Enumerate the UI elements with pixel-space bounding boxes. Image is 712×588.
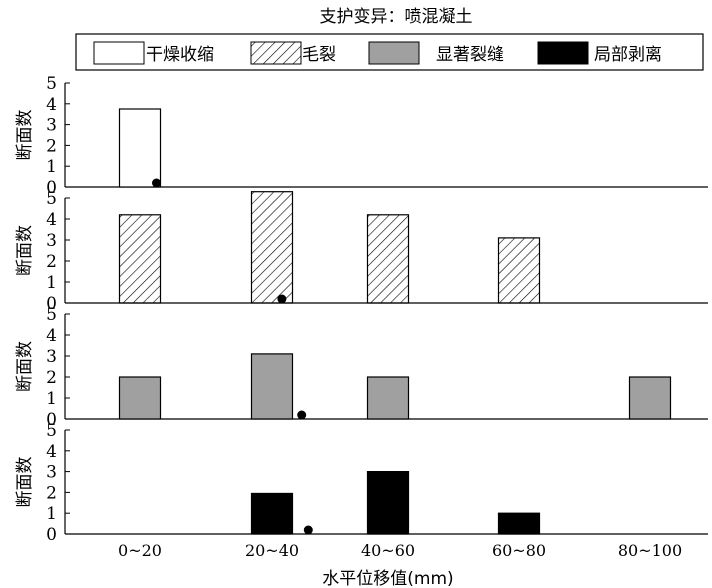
y-tick-label: 5 xyxy=(46,421,57,441)
marker-dot xyxy=(303,525,313,535)
marker-dot xyxy=(297,410,307,420)
x-axis-label: 水平位移值(mm) xyxy=(322,569,453,588)
y-axis-label: 断面数 xyxy=(15,225,35,276)
y-tick-label: 1 xyxy=(46,504,57,524)
bar-3-3 xyxy=(497,512,541,535)
legend-swatch-3 xyxy=(537,41,589,65)
bar-3-1 xyxy=(250,492,294,535)
y-tick-label: 4 xyxy=(46,442,57,462)
legend: 干燥收缩 毛裂 显著裂缝 局部剥离 xyxy=(75,33,704,71)
y-tick-label: 4 xyxy=(46,326,57,346)
bar-1-2 xyxy=(366,214,410,304)
y-axis-label: 断面数 xyxy=(15,341,35,392)
x-tick-label: 0~20 xyxy=(118,541,162,560)
legend-swatch-2 xyxy=(368,41,420,65)
y-tick-label: 2 xyxy=(46,252,57,272)
bar-0-0 xyxy=(118,108,162,188)
legend-label-1: 毛裂 xyxy=(302,45,336,65)
bar-2-1 xyxy=(250,353,294,420)
y-axis-label: 断面数 xyxy=(15,457,35,508)
y-tick-label: 1 xyxy=(46,389,57,409)
bar-3-2 xyxy=(366,471,410,535)
y-tick-label: 5 xyxy=(46,305,57,325)
bar-2-0 xyxy=(118,376,162,420)
x-tick-label: 60~80 xyxy=(492,541,546,560)
y-tick-label: 3 xyxy=(46,463,57,483)
bar-2-2 xyxy=(366,376,410,420)
y-tick-label: 4 xyxy=(46,210,57,230)
y-tick-label: 1 xyxy=(46,273,57,293)
y-tick-label: 0 xyxy=(46,294,57,314)
y-tick-label: 0 xyxy=(46,525,57,545)
y-tick-label: 5 xyxy=(46,189,57,209)
bar-1-0 xyxy=(118,214,162,304)
y-tick-label: 1 xyxy=(46,157,57,177)
y-tick-label: 4 xyxy=(46,95,57,115)
y-tick-label: 2 xyxy=(46,483,57,503)
y-axis-label: 断面数 xyxy=(15,110,35,161)
legend-swatch-1 xyxy=(250,41,302,65)
legend-frame xyxy=(75,33,704,71)
y-tick-label: 3 xyxy=(46,231,57,251)
legend-label-0: 干燥收缩 xyxy=(146,45,214,65)
x-tick-label: 20~40 xyxy=(245,541,299,560)
y-tick-label: 0 xyxy=(46,410,57,430)
y-tick-label: 3 xyxy=(46,347,57,367)
x-tick-label: 80~100 xyxy=(618,541,682,560)
marker-dot xyxy=(152,178,161,188)
chart-title: 支护变异：喷混凝土 xyxy=(320,7,473,27)
y-tick-label: 0 xyxy=(46,178,57,198)
marker-dot xyxy=(277,294,287,304)
legend-label-3: 局部剥离 xyxy=(594,45,662,65)
legend-label-2: 显著裂缝 xyxy=(436,45,504,65)
bar-1-1 xyxy=(250,191,294,304)
y-tick-label: 5 xyxy=(46,74,57,94)
y-tick-label: 2 xyxy=(46,368,57,388)
legend-swatch-0 xyxy=(93,41,145,65)
y-tick-label: 2 xyxy=(46,136,57,156)
y-tick-label: 3 xyxy=(46,116,57,136)
x-tick-label: 40~60 xyxy=(361,541,415,560)
bar-2-4 xyxy=(628,376,672,420)
bar-1-3 xyxy=(497,237,541,304)
